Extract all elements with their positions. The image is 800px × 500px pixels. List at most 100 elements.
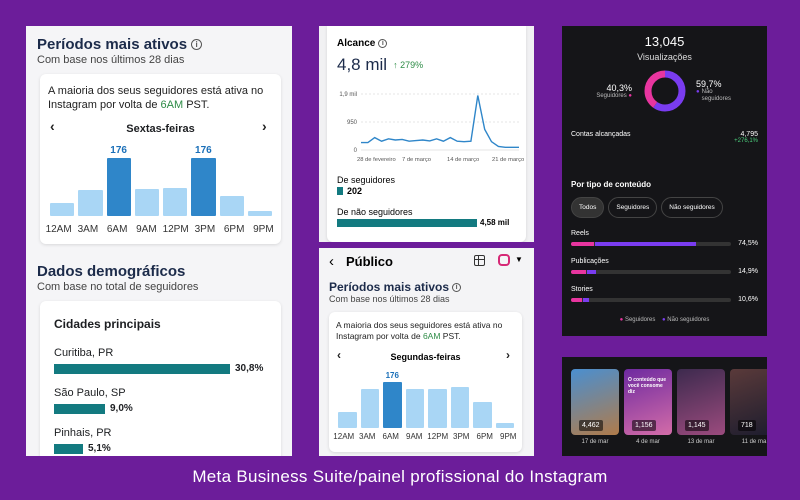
- active-periods-title: Períodos mais ativos: [37, 36, 188, 53]
- y-tick-label: 0: [354, 148, 358, 154]
- hour-tick-label: 6AM: [382, 432, 399, 441]
- content-type-name: Publicações: [571, 258, 609, 265]
- demographics-title: Dados demográficos: [37, 263, 186, 280]
- nonfollowers-legend: ● Não seguidores: [696, 89, 736, 103]
- hour-bar[interactable]: [163, 188, 188, 216]
- hour-bar[interactable]: [383, 382, 402, 428]
- thumbnail-date: 11 de ma: [741, 439, 767, 445]
- thumbnail-value: 4,462: [579, 420, 603, 431]
- prev-day-button[interactable]: ‹: [337, 348, 341, 362]
- reached-delta: +276,1%: [734, 138, 758, 144]
- grid-icon[interactable]: [474, 255, 485, 266]
- hour-bar[interactable]: [219, 196, 244, 216]
- hour-bar[interactable]: [428, 389, 447, 428]
- hour-tick-label: 9AM: [406, 432, 423, 441]
- chart-legend: ● Seguidores ● Não seguidores: [562, 317, 767, 323]
- hour-bar-slot: 176: [383, 371, 402, 428]
- active-periods-title: Períodos mais ativos: [329, 280, 450, 294]
- note-highlight: 6AM: [422, 331, 441, 341]
- content-thumbnail[interactable]: 1,145: [677, 369, 725, 435]
- nonfollowers-legend-label: Não seguidores: [701, 89, 731, 102]
- content-thumbnail[interactable]: 4,462: [571, 369, 619, 435]
- hour-bar[interactable]: [78, 190, 103, 216]
- hour-bar-slot: [405, 382, 424, 428]
- hour-bar[interactable]: [405, 389, 424, 428]
- hour-bar-slot: [360, 382, 379, 428]
- content-type-pct: 74,5%: [738, 240, 758, 247]
- hour-bar[interactable]: [134, 189, 159, 216]
- hour-bar-slot: [428, 382, 447, 428]
- nonfollowers-bar: [337, 218, 477, 227]
- reach-panel: Alcance i 4,8 mil ↑ 279% 1,9 mil 950 0 28 d…: [319, 26, 534, 242]
- cities-title: Cidades principais: [54, 317, 161, 331]
- x-tick-label: 7 de março: [402, 157, 431, 163]
- hour-bar[interactable]: [338, 412, 357, 428]
- hour-bar-slot: [338, 382, 357, 428]
- followers-label: De seguidores: [337, 175, 396, 185]
- prev-day-button[interactable]: ‹: [50, 118, 55, 134]
- info-icon[interactable]: i: [452, 282, 462, 292]
- chevron-down-icon[interactable]: ▼: [515, 255, 523, 264]
- filter-chip[interactable]: Todos: [571, 197, 605, 218]
- filter-chip[interactable]: Não seguidores: [661, 197, 723, 218]
- filter-chip[interactable]: Seguidores: [608, 197, 658, 218]
- hour-bar[interactable]: [191, 158, 216, 216]
- nonfollowers-dot-icon: ●: [696, 89, 700, 95]
- thumbnail-value: 1,156: [632, 420, 656, 431]
- hour-bar[interactable]: [106, 158, 131, 216]
- hour-bar-slot: [163, 158, 188, 216]
- instagram-icon[interactable]: [498, 254, 510, 266]
- reach-series-line: [361, 95, 519, 148]
- hour-tick-label: 3AM: [77, 224, 99, 235]
- views-donut-chart: [644, 70, 686, 112]
- content-type-track: [571, 270, 731, 274]
- content-thumbnail[interactable]: O conteúdo que você consome diz 1,156: [624, 369, 672, 435]
- followers-legend-label: Seguidores: [596, 93, 627, 99]
- hour-tick-label: 9PM: [500, 432, 517, 441]
- thumbnail-date: 17 de mar: [581, 439, 609, 445]
- hour-bar-value: 176: [385, 371, 399, 380]
- hour-bar-slot: [134, 158, 159, 216]
- followers-legend: Seguidores ●: [592, 93, 632, 99]
- note-suffix: PST.: [183, 99, 210, 111]
- hour-tick-label: 9PM: [253, 224, 274, 235]
- hour-bar[interactable]: [450, 387, 469, 428]
- next-day-button[interactable]: ›: [506, 348, 510, 362]
- hour-bar-slot: [473, 382, 492, 428]
- content-type-nonfollowers-bar: [595, 242, 696, 246]
- y-tick-label: 1,9 mil: [339, 92, 357, 98]
- hours-axis: 12AM 3AM 6AM 9AM 12PM 3PM 6PM 9PM: [332, 432, 520, 441]
- note-text: A maioria dos seus seguidores está ativa…: [48, 85, 264, 111]
- next-day-button[interactable]: ›: [262, 118, 267, 134]
- info-icon[interactable]: i: [191, 39, 203, 50]
- hour-tick-label: 3PM: [194, 224, 216, 235]
- hour-tick-label: 12PM: [427, 432, 449, 441]
- thumbnail-date: 4 de mar: [636, 439, 660, 445]
- hour-bar[interactable]: [50, 203, 75, 216]
- hour-tick-label: 3PM: [453, 432, 470, 441]
- hour-bar[interactable]: [360, 389, 379, 428]
- content-thumbnails-panel: 4,462 17 de mar O conteúdo que você consom…: [562, 357, 767, 456]
- back-button[interactable]: ‹: [329, 253, 334, 270]
- followers-bar: [337, 187, 343, 195]
- city-pct: 30,8%: [235, 363, 264, 374]
- hour-bar[interactable]: [495, 423, 514, 428]
- city-bar: [54, 364, 230, 374]
- content-filters: Todos Seguidores Não seguidores: [571, 197, 727, 218]
- hour-bar[interactable]: [247, 211, 272, 216]
- legend-followers: Seguidores: [624, 317, 656, 323]
- hour-bar-value: 176: [110, 145, 127, 156]
- nonfollowers-value: 4,58 mil: [480, 218, 510, 227]
- city-bar: [54, 444, 83, 454]
- info-icon[interactable]: i: [378, 39, 388, 48]
- x-tick-label: 21 de março: [492, 157, 524, 163]
- hour-bar[interactable]: [473, 402, 492, 428]
- insights-panel: 13,045 Visualizações 40,3% Seguidores ● …: [562, 26, 767, 336]
- y-tick-label: 950: [347, 120, 358, 126]
- content-type-pct: 10,6%: [738, 296, 758, 303]
- reach-title: Alcance: [337, 38, 376, 49]
- city-name: São Paulo, SP: [54, 387, 126, 399]
- hour-tick-label: 9AM: [136, 224, 157, 235]
- city-name: Pinhais, PR: [54, 427, 112, 439]
- content-thumbnail[interactable]: 718: [730, 369, 767, 435]
